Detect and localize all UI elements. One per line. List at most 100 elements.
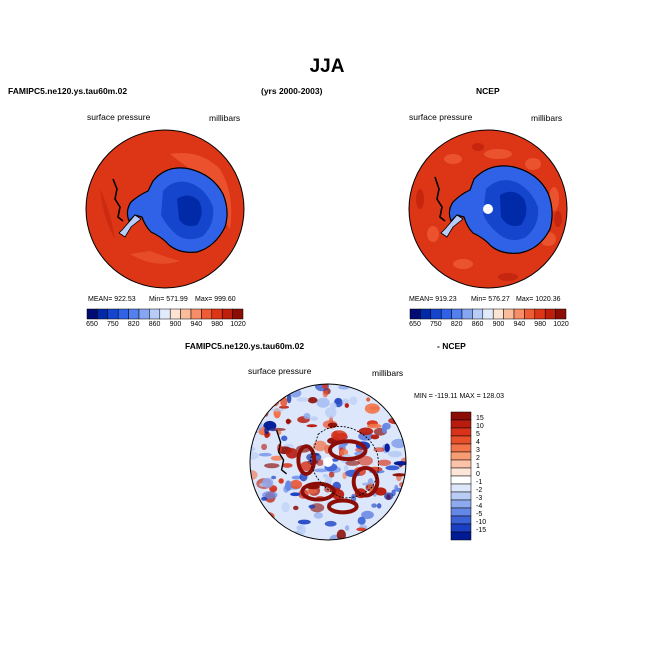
colorbar-tick-label: 2 — [476, 455, 480, 462]
colorbar-swatch — [232, 308, 244, 320]
model-name-header: FAMIPC5.ne120.ys.tau60m.02 — [8, 86, 128, 96]
colorbar-tick-label: 1 — [476, 463, 480, 470]
colorbar-swatch — [117, 308, 129, 320]
colorbar-swatch — [450, 459, 472, 469]
panel1-mean: MEAN= 922.53 — [88, 296, 136, 303]
colorbar-tick-label: -2 — [476, 487, 483, 494]
colorbar-tick-label: 940 — [190, 321, 203, 328]
colorbar-swatch — [450, 419, 472, 429]
colorbar-swatch — [450, 475, 472, 485]
colorbar-swatch — [450, 411, 472, 421]
panel1-polar-map — [85, 129, 245, 289]
colorbar-tick-label: 1020 — [553, 321, 569, 328]
panel1-colorbar-ticks: 650 750 820 860 900 940 980 1020 — [86, 321, 246, 331]
colorbar-tick-label: 15 — [476, 415, 484, 422]
colorbar-tick-label: 980 — [211, 321, 223, 328]
colorbar-swatch — [503, 308, 515, 320]
colorbar-swatch — [107, 308, 119, 320]
colorbar-tick-label: -1 — [476, 479, 483, 486]
colorbar-swatch — [190, 308, 202, 320]
colorbar-swatch — [451, 308, 463, 320]
panel3-colorbar — [450, 411, 472, 541]
colorbar-tick-label: -10 — [476, 519, 487, 526]
colorbar-swatch — [180, 308, 192, 320]
colorbar-swatch — [420, 308, 432, 320]
panel1-colorbar — [86, 308, 244, 320]
colorbar-tick-label: 10 — [476, 423, 484, 430]
colorbar-tick-label: 820 — [127, 321, 140, 328]
colorbar-swatch — [555, 308, 567, 320]
colorbar-swatch — [430, 308, 442, 320]
panel2-polar-map — [408, 129, 568, 289]
colorbar-swatch — [409, 308, 421, 320]
panel3-minmax: MIN = -119.11 MAX = 128.03 — [414, 393, 505, 400]
colorbar-swatch — [534, 308, 546, 320]
panel2-variable-label: surface pressure — [409, 112, 473, 122]
colorbar-tick-label: 940 — [513, 321, 526, 328]
panel3-map-border — [249, 383, 407, 541]
colorbar-swatch — [450, 427, 472, 437]
obs-name-header: NCEP — [476, 86, 500, 96]
colorbar-swatch — [492, 308, 504, 320]
panel2-min: Min= 576.27 — [471, 296, 510, 303]
diff-obs-name-header: - NCEP — [437, 341, 466, 351]
panel3-colorbar-labels: 15 10 5 4 3 2 1 0 -1 -2 -3 -4 -5 -10 -15 — [476, 412, 506, 540]
panel3-polar-map — [249, 383, 407, 541]
colorbar-tick-label: -5 — [476, 511, 483, 518]
colorbar-tick-label: -3 — [476, 495, 483, 502]
panel1-map-border — [85, 129, 245, 289]
colorbar-tick-label: 650 — [86, 321, 98, 328]
diff-model-name-header: FAMIPC5.ne120.ys.tau60m.02 — [185, 341, 305, 351]
colorbar-swatch — [450, 531, 472, 541]
colorbar-swatch — [513, 308, 525, 320]
colorbar-swatch — [149, 308, 161, 320]
colorbar-swatch — [159, 308, 171, 320]
colorbar-swatch — [450, 499, 472, 509]
colorbar-tick-label: 1020 — [230, 321, 246, 328]
colorbar-tick-label: 750 — [107, 321, 119, 328]
panel2-units-label: millibars — [531, 113, 563, 123]
colorbar-swatch — [450, 523, 472, 533]
panel1-units-label: millibars — [209, 113, 241, 123]
panel1-min: Min= 571.99 — [149, 296, 188, 303]
colorbar-tick-label: 860 — [471, 321, 484, 328]
colorbar-swatch — [138, 308, 150, 320]
colorbar-swatch — [450, 483, 472, 493]
colorbar-tick-label: 900 — [492, 321, 505, 328]
colorbar-swatch — [201, 308, 213, 320]
page-title: JJA — [309, 56, 345, 77]
colorbar-swatch — [482, 308, 494, 320]
panel2-colorbar-ticks: 650 750 820 860 900 940 980 1020 — [409, 321, 569, 331]
colorbar-tick-label: 980 — [534, 321, 546, 328]
colorbar-tick-label: -15 — [476, 527, 487, 534]
colorbar-tick-label: 4 — [476, 439, 480, 446]
panel2-mean: MEAN= 919.23 — [409, 296, 457, 303]
colorbar-tick-label: 5 — [476, 431, 480, 438]
colorbar-tick-label: 3 — [476, 447, 480, 454]
colorbar-swatch — [86, 308, 98, 320]
colorbar-swatch — [450, 451, 472, 461]
panel2-map-border — [408, 129, 568, 289]
colorbar-swatch — [128, 308, 140, 320]
colorbar-swatch — [97, 308, 109, 320]
colorbar-tick-label: 820 — [450, 321, 463, 328]
panel1-variable-label: surface pressure — [87, 112, 151, 122]
panel1-max: Max= 999.60 — [195, 296, 236, 303]
colorbar-swatch — [450, 507, 472, 517]
panel3-variable-label: surface pressure — [248, 366, 312, 376]
colorbar-tick-label: -4 — [476, 503, 483, 510]
panel2-max: Max= 1020.36 — [516, 296, 561, 303]
colorbar-swatch — [221, 308, 233, 320]
colorbar-swatch — [472, 308, 484, 320]
colorbar-swatch — [450, 435, 472, 445]
colorbar-swatch — [169, 308, 181, 320]
colorbar-tick-label: 650 — [409, 321, 421, 328]
colorbar-swatch — [450, 467, 472, 477]
colorbar-swatch — [450, 491, 472, 501]
colorbar-swatch — [450, 443, 472, 453]
colorbar-swatch — [524, 308, 536, 320]
panel3-units-label: millibars — [372, 368, 404, 378]
panel2-colorbar — [409, 308, 567, 320]
colorbar-swatch — [544, 308, 556, 320]
colorbar-tick-label: 860 — [148, 321, 161, 328]
